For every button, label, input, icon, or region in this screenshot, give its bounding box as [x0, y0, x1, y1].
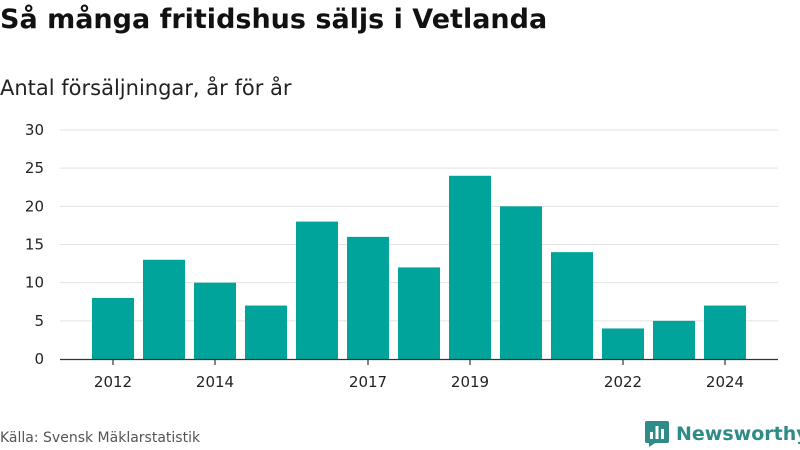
y-tick-label: 0 — [34, 350, 44, 368]
x-tick-label: 2022 — [604, 373, 642, 391]
chart-title: Så många fritidshus säljs i Vetlanda — [0, 4, 548, 35]
bar-2018 — [398, 267, 440, 359]
bar-2016 — [296, 221, 338, 359]
x-tick-label: 2012 — [94, 373, 132, 391]
bar-2020 — [500, 206, 542, 359]
y-tick-label: 30 — [25, 121, 44, 139]
bar-2021 — [551, 252, 593, 359]
bar-chart: 0 5 10 15 20 25 30 2012 2014 2017 2019 2022 2024 — [25, 121, 778, 391]
x-tick-label: 2019 — [451, 373, 489, 391]
bar-2015 — [245, 305, 287, 359]
bar-2013 — [143, 259, 185, 359]
bar-2023 — [653, 320, 695, 359]
bar-chart-pin-icon — [645, 421, 669, 447]
x-tick-label: 2014 — [196, 373, 234, 391]
x-tick-label: 2024 — [706, 373, 744, 391]
bar-2014 — [194, 282, 236, 359]
bar-2012 — [92, 297, 134, 359]
bar-2019 — [449, 175, 491, 359]
chart-subtitle: Antal försäljningar, år för år — [0, 76, 292, 100]
x-tick-label: 2017 — [349, 373, 387, 391]
bar-2022 — [602, 328, 644, 359]
y-tick-label: 5 — [34, 312, 44, 330]
y-tick-label: 10 — [25, 274, 44, 292]
brand-logo: Newsworthy — [644, 420, 800, 448]
source-note: Källa: Svensk Mäklarstatistik — [0, 430, 201, 446]
bar-2024 — [704, 305, 746, 359]
brand-name: Newsworthy — [676, 423, 800, 445]
y-tick-label: 15 — [25, 236, 44, 254]
y-tick-label: 25 — [25, 159, 44, 177]
y-tick-label: 20 — [25, 197, 44, 215]
bar-2017 — [347, 236, 389, 359]
